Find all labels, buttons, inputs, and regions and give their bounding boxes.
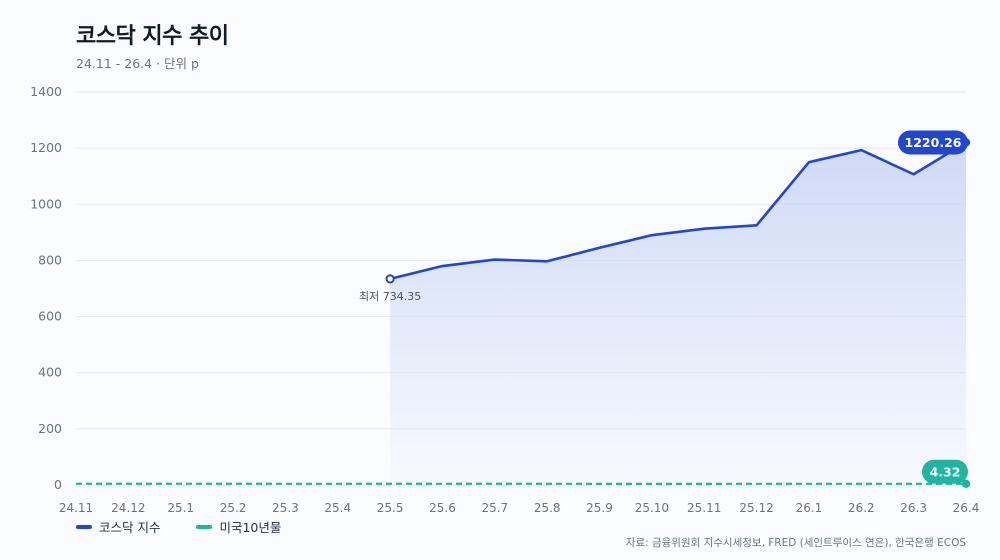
x-tick-label: 25.10 bbox=[635, 501, 669, 515]
us10y-end-point bbox=[961, 479, 971, 488]
y-tick-label: 1400 bbox=[30, 84, 62, 99]
y-tick-label: 600 bbox=[38, 309, 62, 324]
y-tick-label: 1200 bbox=[30, 140, 62, 155]
y-tick-label: 200 bbox=[38, 421, 62, 436]
us10y-end-badge bbox=[922, 459, 968, 484]
kosdaq-end-label: 1220.26 bbox=[905, 135, 962, 150]
legend-swatch-kosdaq bbox=[76, 524, 92, 529]
kosdaq-min-point bbox=[385, 274, 395, 284]
y-tick-label: 400 bbox=[38, 365, 62, 380]
us10y-end-label: 4.32 bbox=[930, 464, 961, 479]
kosdaq-line bbox=[388, 141, 968, 281]
legend-label-us10y: 미국10년물 bbox=[219, 520, 282, 535]
kosdaq-end-badge bbox=[898, 130, 968, 155]
x-tick-label: 24.12 bbox=[111, 501, 145, 515]
source-note: 자료: 금융위원회 지수시세정보, FRED (세인트루이스 연은), 한국은행… bbox=[625, 537, 966, 549]
legend-item-kosdaq[interactable]: 코스닥 지수 bbox=[76, 517, 160, 536]
x-tick-label: 25.6 bbox=[429, 501, 456, 515]
y-tick-label: 0 bbox=[54, 477, 62, 492]
x-tick-label: 24.11 bbox=[59, 501, 93, 515]
legend-item-us10y[interactable]: 미국10년물 bbox=[196, 517, 281, 536]
y-tick-label: 800 bbox=[38, 252, 62, 267]
y-tick-label: 1000 bbox=[30, 196, 62, 211]
x-tick-label: 26.4 bbox=[953, 501, 980, 515]
chart-legend: 코스닥 지수 미국10년물 bbox=[76, 517, 317, 536]
x-tick-label: 26.3 bbox=[900, 501, 927, 515]
x-tick-label: 25.3 bbox=[272, 501, 299, 515]
x-tick-label: 25.11 bbox=[687, 501, 721, 515]
chart-subtitle: 24.11 - 26.4 · 단위 p bbox=[76, 56, 199, 71]
x-tick-label: 25.2 bbox=[220, 501, 247, 515]
x-tick-label: 26.1 bbox=[796, 501, 823, 515]
legend-label-kosdaq: 코스닥 지수 bbox=[99, 520, 161, 535]
chart-title: 코스닥 지수 추이 bbox=[76, 24, 229, 49]
x-tick-label: 25.12 bbox=[739, 501, 773, 515]
x-tick-label: 25.4 bbox=[324, 501, 351, 515]
x-tick-label: 25.5 bbox=[377, 501, 404, 515]
kosdaq-area bbox=[390, 142, 966, 486]
min-label: 최저 734.35 bbox=[359, 290, 421, 303]
x-tick-label: 25.9 bbox=[586, 501, 613, 515]
x-tick-label: 26.2 bbox=[848, 501, 875, 515]
x-tick-label: 25.8 bbox=[534, 501, 561, 515]
x-tick-label: 25.7 bbox=[481, 501, 508, 515]
x-tick-label: 25.1 bbox=[167, 501, 194, 515]
legend-swatch-us10y bbox=[196, 524, 213, 529]
